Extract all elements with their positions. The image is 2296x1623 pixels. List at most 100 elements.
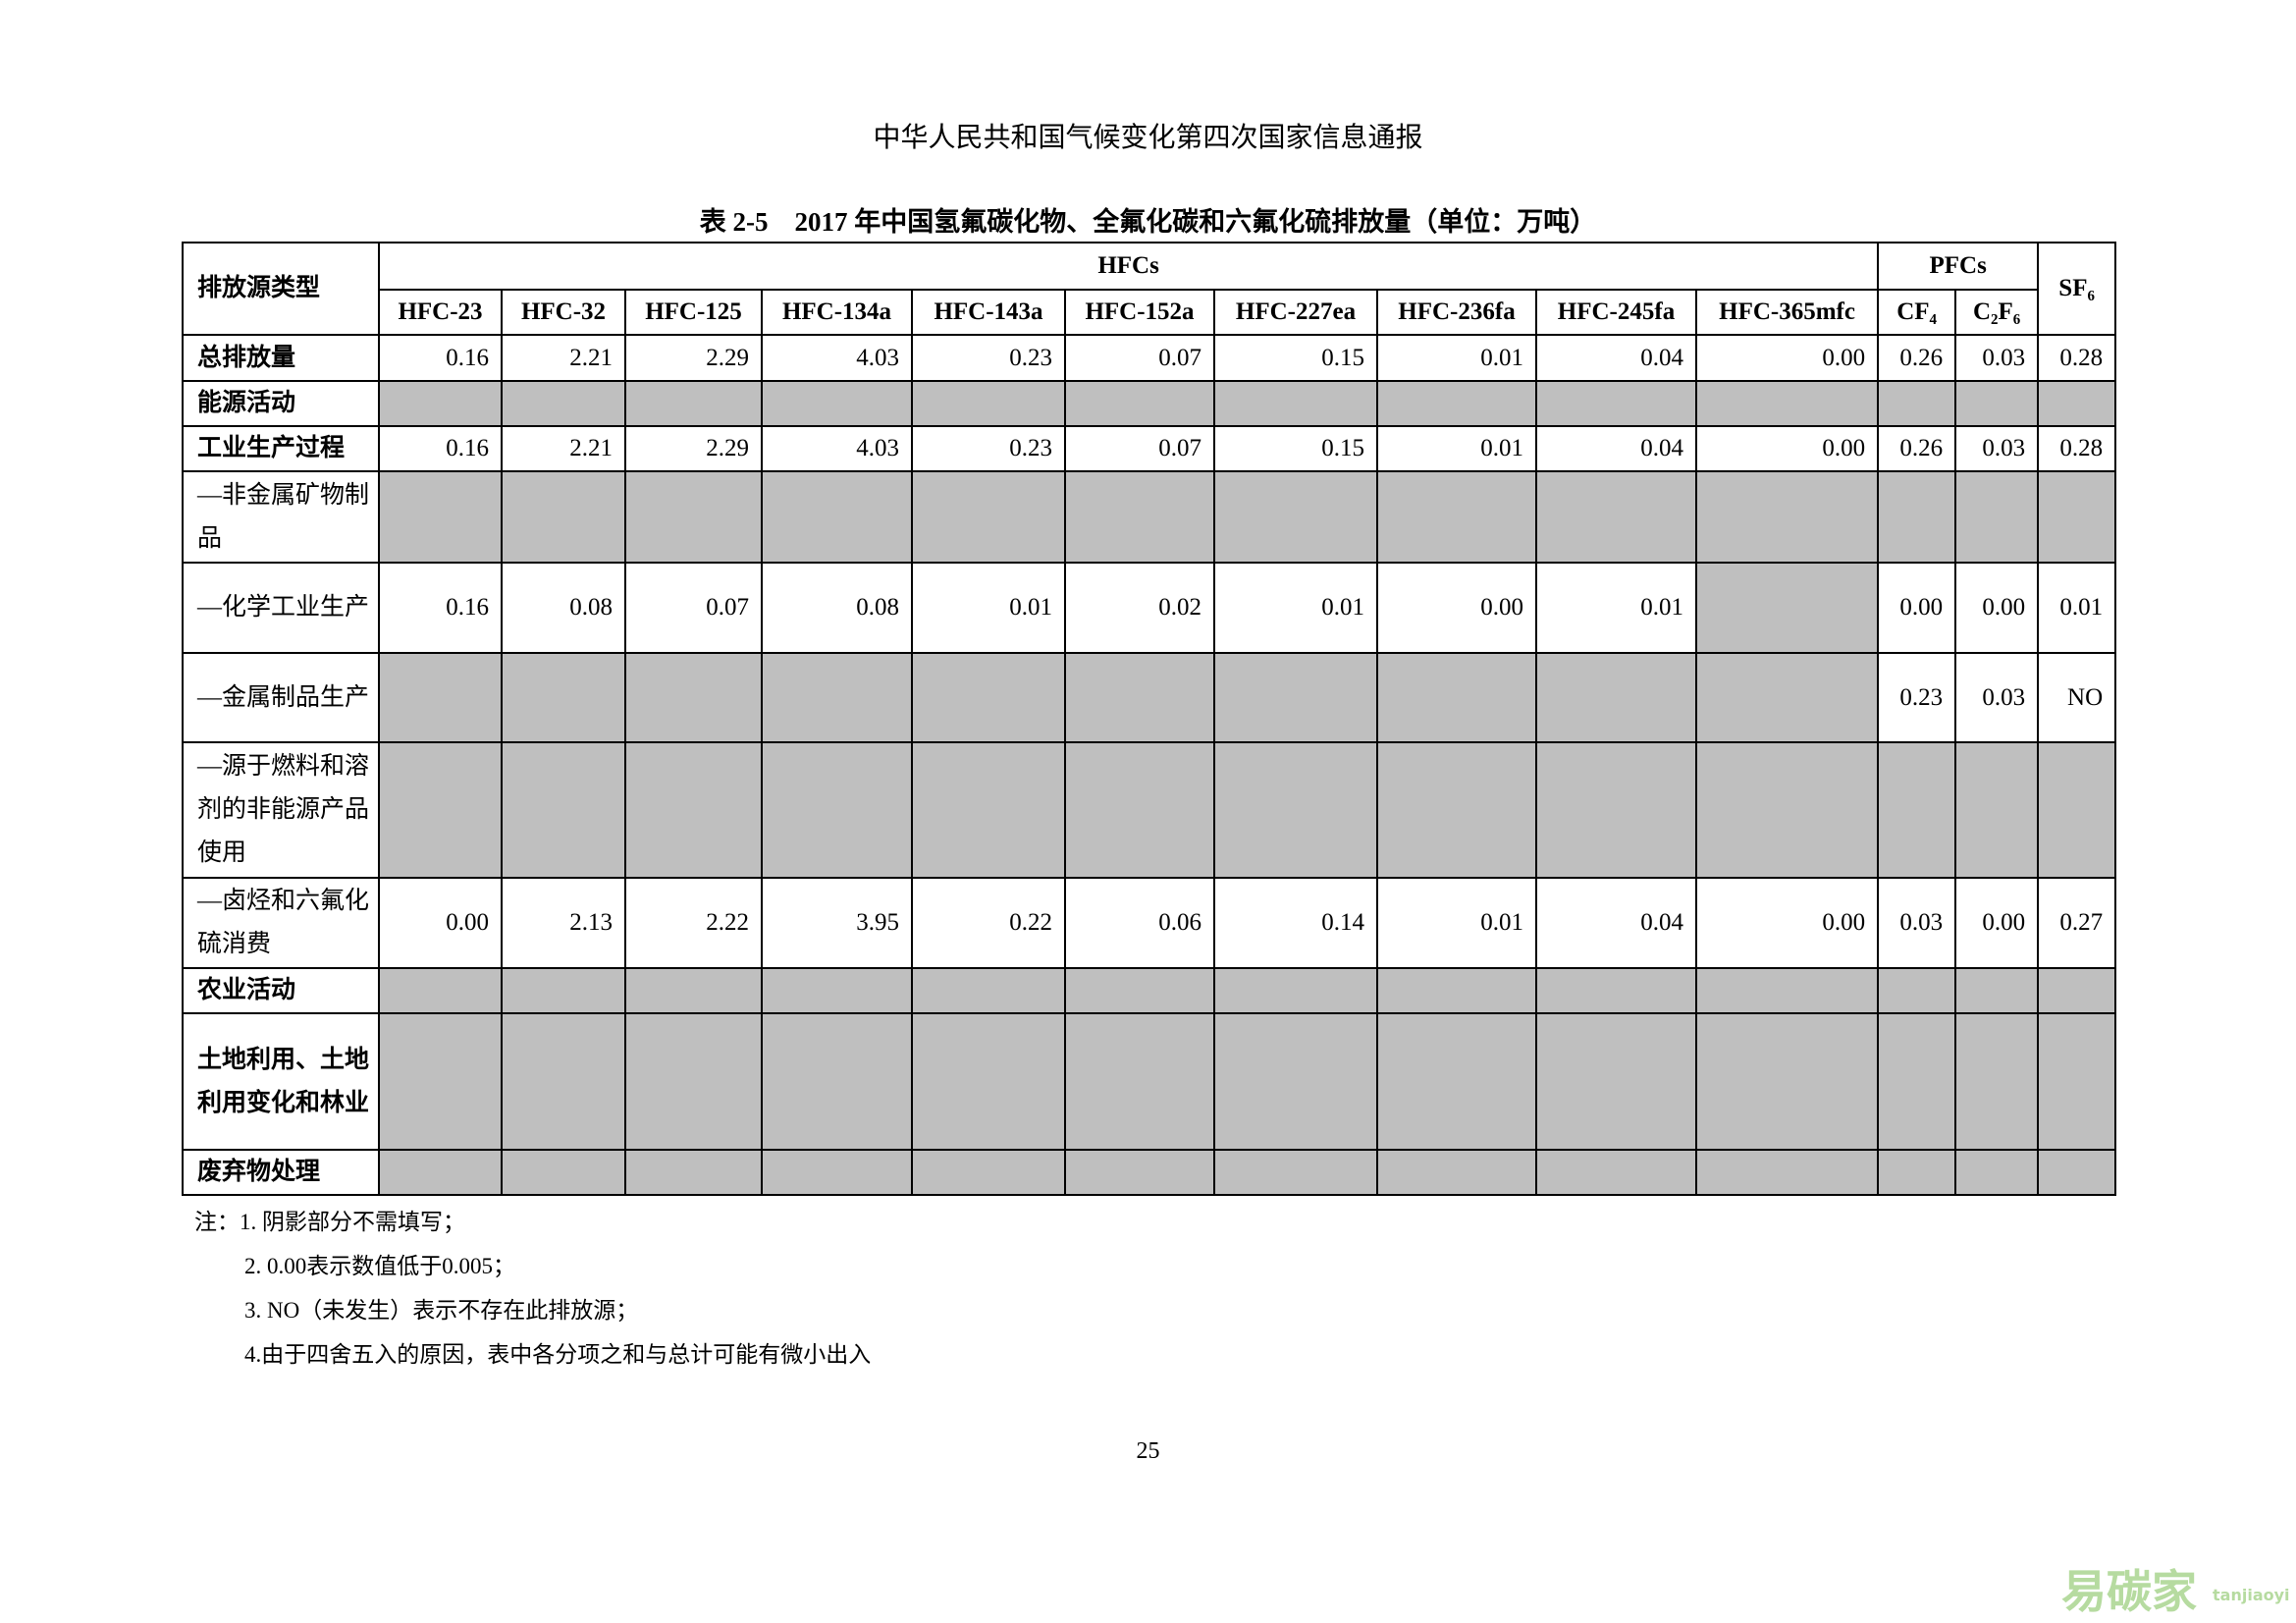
value-cell: 2.21 (501, 425, 626, 472)
value-cell: 4.03 (761, 334, 913, 382)
header-row: HFC-23 HFC-32 HFC-125 HFC-134a HFC-143a HFC-1… (183, 289, 2115, 336)
shaded-cell (761, 1012, 913, 1151)
value-cell: 2.22 (624, 877, 763, 969)
shaded-cell (761, 741, 913, 879)
shaded-cell (1064, 741, 1215, 879)
row-label: —卤烃和六氟化硫消费 (182, 877, 380, 969)
value-cell: 0.16 (378, 425, 503, 472)
shaded-cell (1376, 741, 1537, 879)
shaded-cell (501, 967, 626, 1014)
row-label: 总排放量 (182, 334, 380, 382)
value-cell: 0.01 (1213, 562, 1378, 654)
value-cell: 4.03 (761, 425, 913, 472)
value-cell: 0.06 (1064, 877, 1215, 969)
shaded-cell (911, 652, 1066, 743)
column-header: HFC-365mfc (1694, 289, 1880, 336)
shaded-cell (1877, 1012, 1957, 1151)
shaded-cell (501, 470, 626, 564)
row-label: —金属制品生产 (182, 652, 380, 743)
shaded-cell (624, 470, 763, 564)
column-header: C₂F₆ (1954, 289, 2040, 336)
shaded-cell (1376, 380, 1537, 427)
shaded-cell (378, 470, 503, 564)
shaded-cell (1694, 470, 1880, 564)
shaded-cell (1877, 470, 1957, 564)
shaded-cell (1213, 741, 1378, 879)
shaded-cell (1064, 470, 1215, 564)
value-cell: 2.29 (624, 334, 763, 382)
shaded-cell (1954, 1149, 2040, 1196)
shaded-cell (1535, 1012, 1697, 1151)
note: 3. NO（未发生）表示不存在此排放源； (244, 1298, 639, 1323)
shaded-cell (1954, 741, 2040, 879)
shaded-cell (1954, 470, 2040, 564)
shaded-cell (378, 380, 503, 427)
shaded-cell (624, 741, 763, 879)
shaded-cell (1213, 1149, 1378, 1196)
value-cell: 0.08 (761, 562, 913, 654)
shaded-cell (1535, 1149, 1697, 1196)
table-row: —非金属矿物制品 (182, 470, 2117, 564)
group-header: PFCs (1877, 242, 2040, 291)
shaded-cell (911, 967, 1066, 1014)
shaded-cell (1064, 380, 1215, 427)
shaded-cell (1535, 652, 1697, 743)
shaded-cell (378, 1012, 503, 1151)
shaded-cell (1694, 741, 1880, 879)
shaded-cell (2037, 1149, 2117, 1196)
shaded-cell (1535, 967, 1697, 1014)
shaded-cell (1694, 380, 1880, 427)
shaded-cell (1064, 1012, 1215, 1151)
shaded-cell (624, 1149, 763, 1196)
shaded-cell (1694, 1012, 1880, 1151)
shaded-cell (1376, 470, 1537, 564)
shaded-cell (1213, 470, 1378, 564)
column-header: CF₄ (1877, 289, 1957, 336)
shaded-cell (1213, 652, 1378, 743)
value-cell: 0.01 (2037, 562, 2117, 654)
value-cell: 0.02 (1064, 562, 1215, 654)
shaded-cell (1954, 1012, 2040, 1151)
value-cell: 2.29 (624, 425, 763, 472)
page-number: 25 (1136, 1438, 1160, 1464)
value-cell: 0.00 (1376, 562, 1537, 654)
column-header: SF₆ (2037, 242, 2117, 336)
value-cell: 0.03 (1954, 425, 2040, 472)
watermark: 易碳家 tanjiaoyi (2061, 1556, 2290, 1621)
value-cell: 0.15 (1213, 425, 1378, 472)
shaded-cell (1694, 562, 1880, 654)
table-row: 能源活动 (182, 380, 2117, 427)
shaded-cell (761, 652, 913, 743)
note: 注：1. 阴影部分不需填写； (194, 1210, 465, 1234)
shaded-cell (501, 1149, 626, 1196)
shaded-cell (378, 967, 503, 1014)
header-row: 排放源类型 HFCs PFCs SF₆ (182, 242, 2117, 336)
shaded-cell (378, 652, 503, 743)
column-header: HFC-236fa (1376, 289, 1537, 336)
value-cell: 3.95 (761, 877, 913, 969)
table-row: —化学工业生产 0.16 0.08 0.07 0.08 0.01 0.02 0.01 0.00 0… (182, 562, 2117, 654)
shaded-cell (1877, 380, 1957, 427)
note: 2. 0.00表示数值低于0.005； (244, 1254, 515, 1278)
value-cell: 0.00 (1694, 877, 1880, 969)
row-label: 土地利用、土地利用变化和林业 (182, 1012, 380, 1151)
shaded-cell (911, 1012, 1066, 1151)
watermark-brand: 易碳家 (2061, 1565, 2197, 1618)
shaded-cell (911, 380, 1066, 427)
shaded-cell (624, 967, 763, 1014)
value-cell: 0.23 (1877, 652, 1957, 743)
value-cell: 0.03 (1877, 877, 1957, 969)
value-cell: 0.27 (2037, 877, 2117, 969)
table-row: —金属制品生产 0.23 0.03 NO (182, 652, 2117, 743)
value-cell: 0.01 (911, 562, 1066, 654)
shaded-cell (1877, 967, 1957, 1014)
shaded-cell (1877, 1149, 1957, 1196)
value-cell: 0.26 (1877, 334, 1957, 382)
row-label: —非金属矿物制品 (182, 470, 380, 564)
shaded-cell (1064, 652, 1215, 743)
value-cell: 0.01 (1376, 877, 1537, 969)
value-cell: 0.03 (1954, 652, 2040, 743)
table-row: 农业活动 (182, 967, 2117, 1014)
emissions-table: 排放源类型 HFCs PFCs SF₆ HFC-23 HFC-32 HFC-125 HFC-1… (182, 242, 2117, 1196)
shaded-cell (624, 380, 763, 427)
